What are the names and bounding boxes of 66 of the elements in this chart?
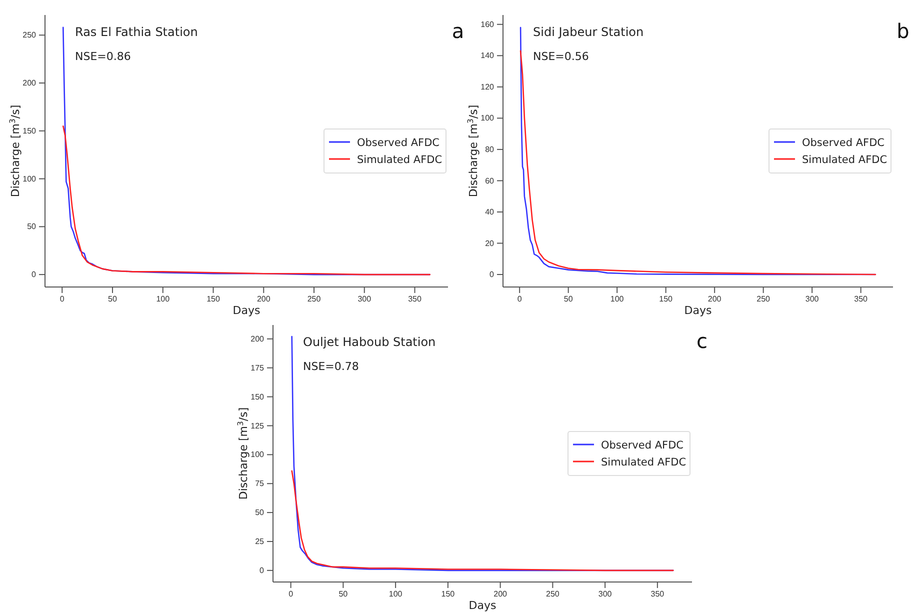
y-tick-label: 60 <box>485 176 495 186</box>
y-tick-label: 100 <box>480 114 495 123</box>
y-tick-label: 150 <box>22 126 37 136</box>
x-tick-label: 300 <box>358 294 372 304</box>
x-tick-label: 300 <box>598 590 612 599</box>
legend-label: Simulated AFDC <box>802 154 888 166</box>
text: Ouljet Haboub Station <box>303 335 436 349</box>
legend-label: Observed AFDC <box>357 137 440 149</box>
y-tick-label: 100 <box>250 450 265 460</box>
y-tick-label: 0 <box>260 566 265 575</box>
y-tick-label: 50 <box>27 222 37 232</box>
y-tick-label: 175 <box>250 363 265 372</box>
x-tick-label: 150 <box>441 590 456 599</box>
x-tick-label: 300 <box>805 294 820 304</box>
x-tick-label: 100 <box>610 294 624 304</box>
y-tick-label: 150 <box>250 392 265 402</box>
x-tick-label: 50 <box>338 590 348 599</box>
x-axis-title: Days <box>684 304 712 317</box>
x-tick-label: 150 <box>659 294 674 304</box>
x-tick-label: 150 <box>206 294 220 304</box>
y-tick-label: 125 <box>250 421 265 430</box>
text: a <box>452 19 464 43</box>
legend-label: Observed AFDC <box>601 440 684 452</box>
y-tick-label: 250 <box>22 30 37 40</box>
y-tick-label: 160 <box>480 20 495 29</box>
y-tick-label: 75 <box>255 479 265 488</box>
y-tick-label: 40 <box>485 208 495 217</box>
legend-label: Observed AFDC <box>802 137 884 149</box>
x-tick-label: 350 <box>408 294 422 304</box>
x-tick-label: 350 <box>650 590 665 599</box>
annotation: NSE=0.78 <box>303 360 359 373</box>
y-tick-label: 140 <box>480 51 495 60</box>
annotation: NSE=0.56 <box>533 50 589 63</box>
legend-label: Simulated AFDC <box>601 456 686 468</box>
x-tick-label: 350 <box>854 294 868 304</box>
y-tick-label: 50 <box>255 508 265 518</box>
legend-label: Simulated AFDC <box>357 154 442 166</box>
x-tick-label: 250 <box>307 294 322 304</box>
x-tick-label: 0 <box>517 294 522 304</box>
text: c <box>696 329 708 353</box>
x-tick-label: 0 <box>288 590 294 599</box>
y-tick-label: 200 <box>22 78 37 88</box>
y-tick-label: 100 <box>22 174 37 184</box>
line-series <box>291 470 674 572</box>
x-tick-label: 250 <box>546 590 560 599</box>
y-tick-label: 20 <box>485 238 495 248</box>
x-tick-label: 0 <box>60 294 65 304</box>
text: Sidi Jabeur Station <box>533 25 644 39</box>
y-tick-label: 80 <box>485 144 495 154</box>
text: b <box>896 19 910 43</box>
y-tick-label: 0 <box>32 270 37 280</box>
x-tick-label: 50 <box>564 294 574 304</box>
text: Ras El Fathia Station <box>75 25 198 39</box>
x-tick-label: 50 <box>108 294 118 304</box>
x-tick-label: 200 <box>494 590 508 599</box>
y-tick-label: 200 <box>250 334 265 344</box>
y-tick-label: 0 <box>490 270 495 280</box>
x-axis-title: Days <box>232 304 260 317</box>
annotation: NSE=0.86 <box>75 50 131 63</box>
y-tick-label: 25 <box>255 537 265 546</box>
x-axis-title: Days <box>468 599 496 612</box>
y-tick-label: 120 <box>480 82 495 92</box>
x-tick-label: 100 <box>388 590 403 599</box>
x-tick-label: 200 <box>708 294 722 304</box>
x-tick-label: 100 <box>156 294 170 304</box>
x-tick-label: 250 <box>756 294 771 304</box>
